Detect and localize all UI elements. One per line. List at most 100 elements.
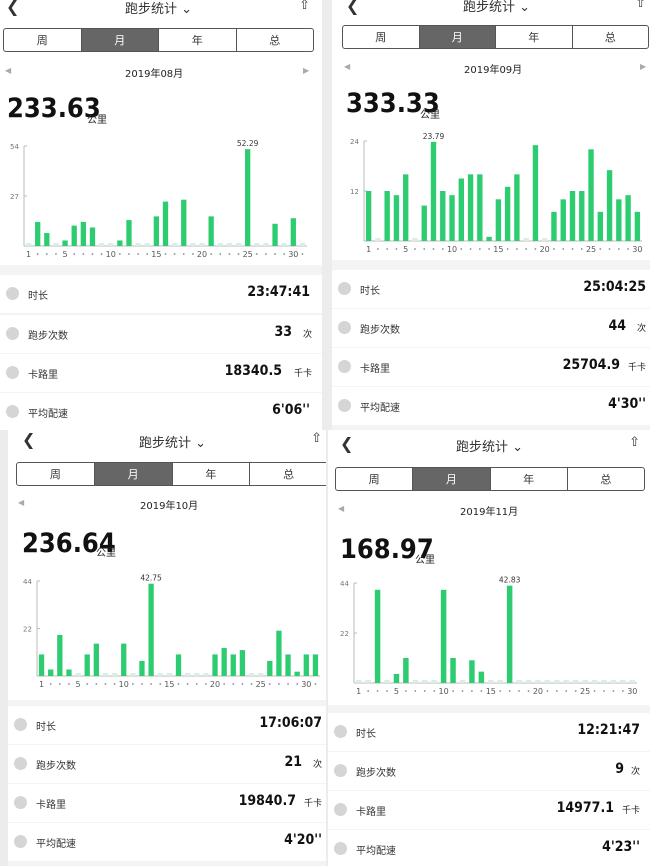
empty-bar (299, 243, 306, 246)
x-tick-dot (159, 683, 162, 685)
next-month-arrow-icon[interactable]: ▶ (640, 62, 647, 71)
back-arrow-icon[interactable]: ❮ (6, 0, 20, 16)
x-tick-dot (150, 683, 153, 685)
x-tick-dot (433, 690, 436, 692)
empty-bar (102, 673, 109, 676)
empty-bar (281, 243, 287, 246)
stat-value: 4'30'' (608, 396, 646, 412)
tab-week[interactable]: 周 (36, 34, 48, 47)
tab-year[interactable]: 年 (495, 26, 572, 48)
x-tick-dot (241, 683, 244, 685)
empty-bar (591, 680, 598, 683)
share-icon[interactable]: ⇧ (311, 431, 322, 446)
bar (458, 178, 464, 241)
bar (57, 634, 63, 676)
bar (239, 650, 246, 676)
page-title[interactable]: 跑步统计 ⌄ (139, 436, 207, 451)
share-icon[interactable]: ⇧ (629, 435, 640, 450)
tab-year[interactable]: 年 (489, 468, 567, 490)
tab-total[interactable]: 总 (566, 468, 644, 490)
empty-bar (459, 680, 466, 683)
x-tick-dot (580, 248, 583, 250)
share-icon[interactable]: ⇧ (299, 0, 310, 13)
tab-year[interactable]: 年 (158, 29, 236, 51)
x-tick-label: 30 (632, 245, 642, 254)
back-arrow-icon[interactable]: ❮ (340, 434, 354, 453)
stat-unit: 千卡 (627, 363, 646, 373)
max-value-label: 52.29 (237, 139, 259, 148)
bar (230, 654, 236, 676)
empty-bar (144, 243, 150, 246)
stat-row-pace: 平均配速 4'23'' (328, 830, 650, 866)
x-tick-dot (546, 690, 549, 692)
page-title[interactable]: 跑步统计 ⌄ (456, 440, 524, 455)
tab-total[interactable]: 总 (235, 29, 314, 51)
tab-week[interactable]: 周 (368, 473, 380, 486)
x-tick-dot (603, 690, 605, 692)
empty-bar (629, 680, 636, 683)
flame-icon (338, 360, 351, 373)
y-tick-label: 54 (10, 143, 19, 151)
prev-month-arrow-icon[interactable]: ◀ (18, 498, 25, 507)
tab-week[interactable]: 周 (49, 468, 61, 481)
empty-bar (412, 680, 419, 683)
stat-value: 9 (615, 761, 624, 777)
stats-list: 时长 12:21:47 跑步次数 9 次 卡路里 14977.1 千卡 平均配速… (328, 705, 650, 866)
prev-month-arrow-icon[interactable]: ◀ (338, 504, 345, 513)
x-tick-dot (274, 253, 276, 255)
x-tick-dot (301, 253, 304, 255)
total-distance: 333.33 (346, 88, 440, 119)
x-tick-dot (404, 690, 407, 692)
x-tick-label: 20 (540, 245, 550, 254)
stat-label: 平均配速 (36, 839, 76, 850)
empty-bar (157, 673, 163, 676)
bar (560, 199, 566, 241)
total-distance-unit: 公里 (420, 110, 440, 121)
next-month-arrow-icon[interactable]: ▶ (303, 66, 310, 75)
bar (384, 191, 390, 241)
empty-bar (203, 673, 209, 676)
stat-unit: 次 (312, 760, 322, 770)
back-arrow-icon[interactable]: ❮ (22, 430, 36, 449)
empty-bar (422, 680, 428, 683)
page-title[interactable]: 跑步统计 ⌄ (463, 0, 531, 15)
empty-bar (572, 680, 579, 683)
bar (93, 643, 99, 676)
tab-month[interactable]: 月 (80, 29, 158, 51)
bar (616, 199, 622, 241)
tab-year[interactable]: 年 (171, 463, 250, 485)
tab-month[interactable]: 月 (93, 463, 172, 485)
empty-bar (171, 243, 178, 246)
stat-value: 17:06:07 (259, 715, 322, 731)
bar (579, 191, 585, 241)
x-tick-dot (58, 683, 61, 685)
empty-bar (535, 680, 541, 683)
x-tick-label: 15 (493, 245, 503, 254)
tab-total[interactable]: 总 (571, 26, 649, 48)
share-icon[interactable]: ⇧ (635, 0, 646, 11)
stat-label: 跑步次数 (28, 331, 68, 342)
empty-bar (194, 673, 200, 676)
tab-month[interactable]: 月 (412, 468, 490, 490)
max-value-label: 42.83 (499, 576, 521, 585)
flame-icon (334, 803, 347, 816)
tab-month[interactable]: 月 (418, 26, 495, 48)
bar (393, 673, 400, 683)
stat-label: 卡路里 (28, 370, 58, 381)
x-tick-dot (593, 690, 596, 692)
prev-month-arrow-icon[interactable]: ◀ (5, 66, 12, 75)
x-tick-dot (137, 253, 140, 255)
total-distance: 233.63 (7, 93, 101, 124)
tab-week[interactable]: 周 (375, 31, 387, 44)
tab-total[interactable]: 总 (249, 463, 326, 485)
x-tick-dot (250, 683, 253, 685)
x-tick-dot (441, 248, 444, 250)
stat-label: 时长 (36, 722, 56, 733)
back-arrow-icon[interactable]: ❮ (346, 0, 360, 15)
panel-2019-11: ❮ 跑步统计 ⌄ ⇧ 周 月 年 总 ◀ 2019年11月 168.97 公里 … (328, 430, 650, 866)
stat-value: 4'23'' (602, 839, 640, 855)
prev-month-arrow-icon[interactable]: ◀ (344, 62, 351, 71)
empty-bar (523, 238, 529, 241)
page-title[interactable]: 跑步统计 ⌄ (125, 2, 193, 17)
x-tick-dot (68, 683, 70, 685)
